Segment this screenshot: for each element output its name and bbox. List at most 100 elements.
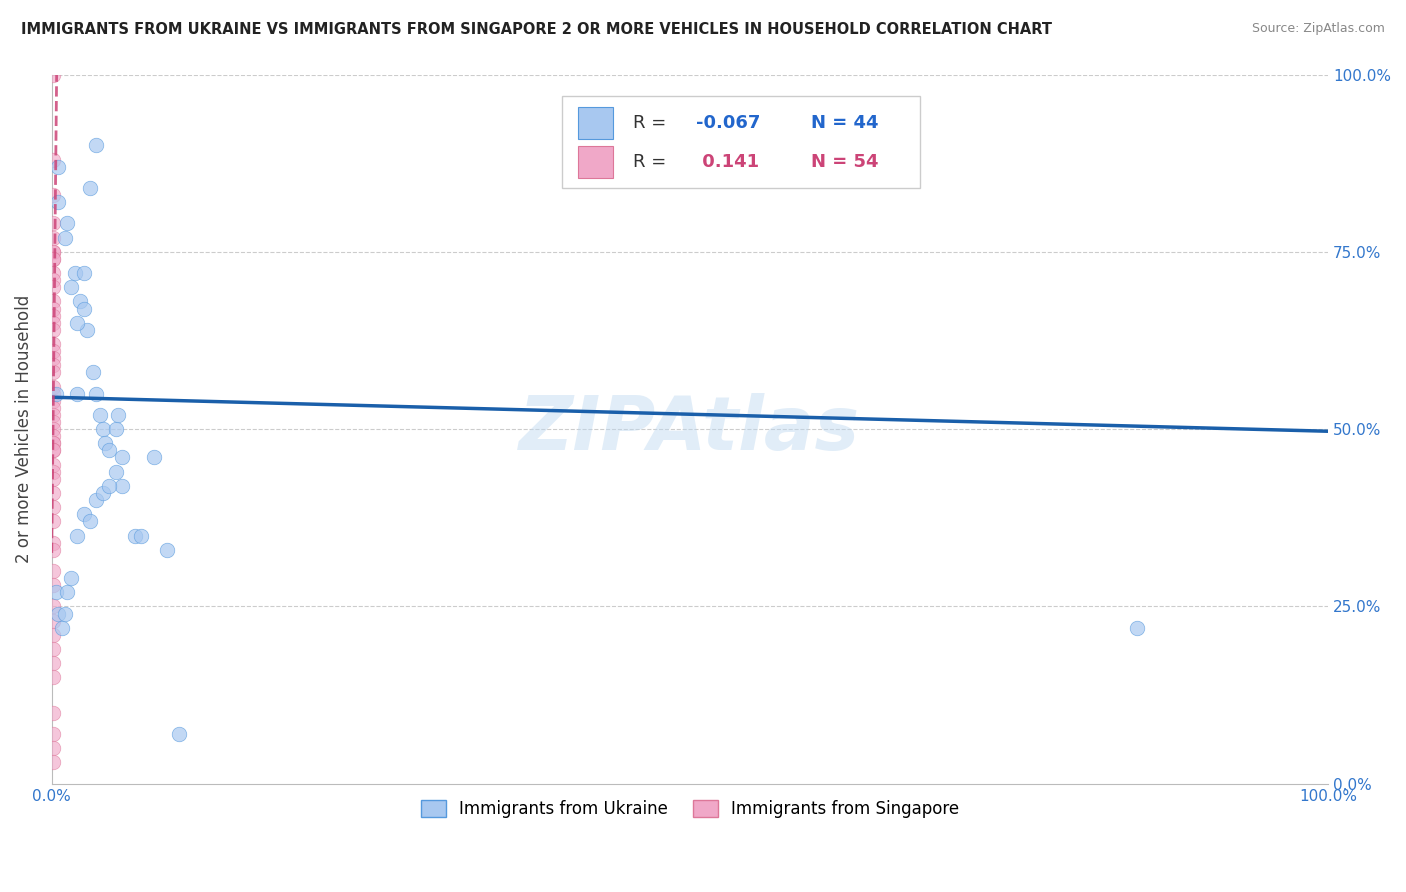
Point [89, 408, 111, 422]
Text: R =: R = [633, 153, 672, 171]
Point [42, 472, 65, 486]
Point [41, 564, 63, 578]
Point [56, 585, 79, 599]
Point [91, 422, 114, 436]
Point [42, 365, 65, 379]
Point [42, 359, 65, 373]
Point [42, 578, 65, 592]
Point [86, 493, 108, 508]
Point [42, 656, 65, 670]
Point [42, 628, 65, 642]
Point [42, 599, 65, 614]
Point [42, 741, 65, 756]
Point [42, 393, 65, 408]
Point [42, 756, 65, 770]
Point [82, 365, 104, 379]
Point [1125, 621, 1147, 635]
Point [42, 280, 65, 294]
FancyBboxPatch shape [578, 146, 613, 178]
Point [45, 386, 67, 401]
Point [42, 500, 65, 515]
Point [169, 727, 191, 741]
Point [51, 621, 73, 635]
Point [45, 585, 67, 599]
Point [111, 450, 134, 465]
Point [42, 436, 65, 450]
Point [42, 309, 65, 323]
Point [107, 408, 129, 422]
Text: IMMIGRANTS FROM UKRAINE VS IMMIGRANTS FROM SINGAPORE 2 OR MORE VEHICLES IN HOUSE: IMMIGRANTS FROM UKRAINE VS IMMIGRANTS FR… [21, 22, 1052, 37]
Point [41, 244, 63, 259]
Point [46, 195, 69, 210]
Point [42, 252, 65, 266]
FancyBboxPatch shape [562, 95, 920, 188]
Point [104, 465, 127, 479]
Point [129, 528, 152, 542]
Point [86, 386, 108, 401]
Point [41, 443, 63, 458]
Point [73, 301, 96, 316]
Point [46, 160, 69, 174]
Point [73, 507, 96, 521]
Point [156, 542, 179, 557]
Point [76, 323, 98, 337]
Y-axis label: 2 or more Vehicles in Household: 2 or more Vehicles in Household [15, 295, 32, 563]
Point [42, 266, 65, 280]
Point [42, 727, 65, 741]
Point [42, 458, 65, 472]
Point [41, 273, 63, 287]
Point [79, 181, 101, 195]
Text: N = 44: N = 44 [811, 114, 879, 132]
Point [42, 344, 65, 359]
Point [42, 706, 65, 720]
Text: 0.141: 0.141 [696, 153, 759, 171]
Point [46, 607, 69, 621]
Point [42, 230, 65, 244]
Text: ZIPAtlas: ZIPAtlas [519, 392, 860, 466]
Point [42, 535, 65, 549]
Point [124, 528, 146, 542]
Legend: Immigrants from Ukraine, Immigrants from Singapore: Immigrants from Ukraine, Immigrants from… [413, 794, 966, 825]
Point [69, 294, 91, 309]
Point [42, 244, 65, 259]
Point [42, 443, 65, 458]
Point [98, 479, 121, 493]
Point [42, 301, 65, 316]
Point [42, 436, 65, 450]
Point [53, 230, 76, 244]
Point [42, 252, 65, 266]
Point [66, 316, 89, 330]
Point [42, 415, 65, 429]
Point [42, 465, 65, 479]
Point [86, 138, 108, 153]
Point [42, 351, 65, 366]
Point [42, 422, 65, 436]
Point [63, 266, 86, 280]
Point [42, 614, 65, 628]
Text: R =: R = [633, 114, 672, 132]
Point [42, 316, 65, 330]
Point [42, 323, 65, 337]
Point [41, 429, 63, 443]
Point [42, 401, 65, 415]
Point [42, 542, 65, 557]
Point [79, 514, 101, 528]
Point [111, 479, 134, 493]
Point [91, 486, 114, 500]
Point [42, 642, 65, 657]
Point [42, 153, 65, 167]
Point [98, 443, 121, 458]
Point [42, 379, 65, 393]
Text: -0.067: -0.067 [696, 114, 761, 132]
Point [66, 528, 89, 542]
Point [59, 280, 82, 294]
Point [59, 571, 82, 585]
Point [94, 436, 117, 450]
Point [41, 486, 63, 500]
Point [73, 266, 96, 280]
Point [42, 294, 65, 309]
Text: Source: ZipAtlas.com: Source: ZipAtlas.com [1251, 22, 1385, 36]
Point [42, 408, 65, 422]
Point [42, 217, 65, 231]
Point [56, 217, 79, 231]
